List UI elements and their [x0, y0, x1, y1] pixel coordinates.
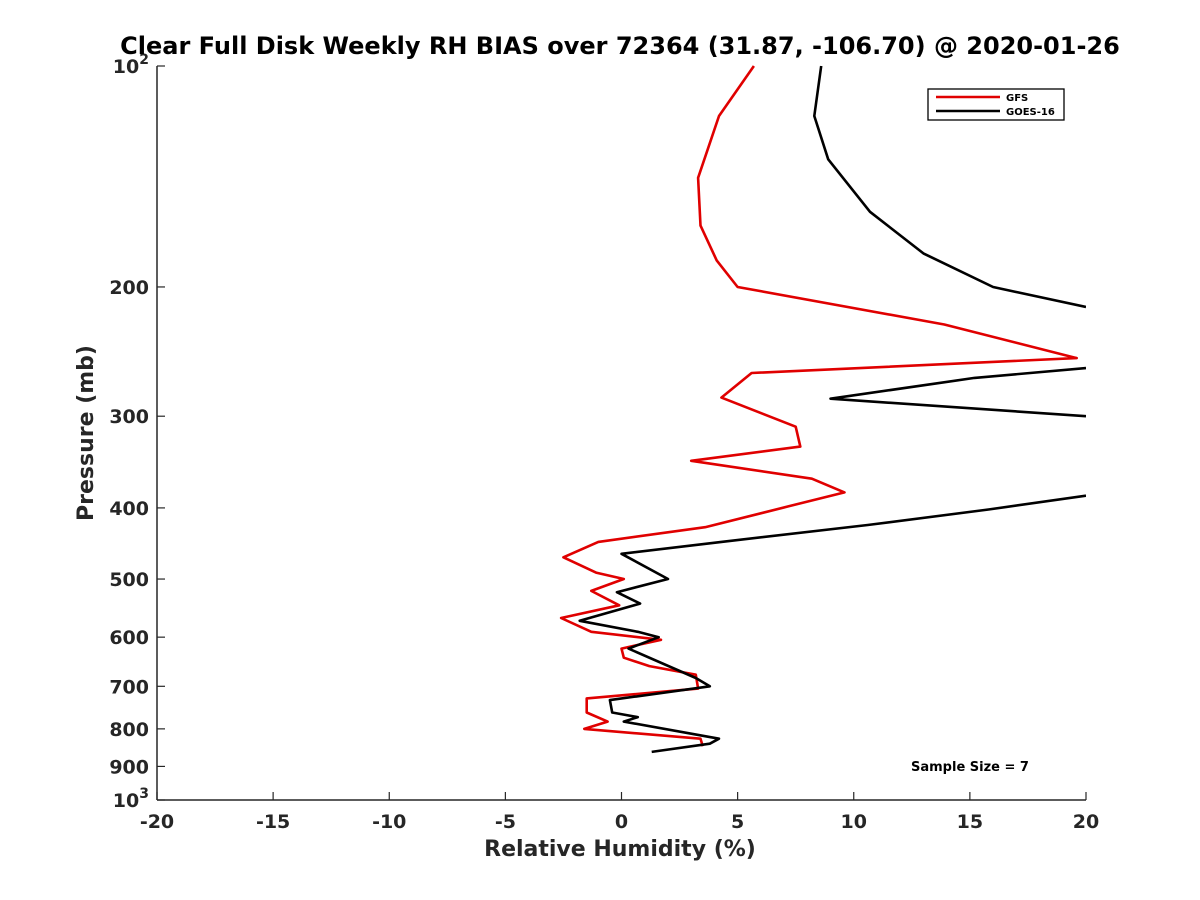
legend-box — [927, 88, 1065, 121]
series-line-goes16 — [578, 65, 1086, 754]
y-axis-label: Pressure (mb) — [74, 345, 99, 521]
y-tick-label: 102 — [113, 52, 149, 78]
legend-label-goes16: GOES-16 — [1006, 107, 1055, 118]
y-tick-label: 500 — [109, 569, 149, 591]
x-tick-label: 5 — [731, 811, 744, 833]
y-tick-label: 103 — [113, 786, 149, 812]
series-layer — [559, 65, 1086, 754]
x-tick-label: -5 — [495, 811, 516, 833]
chart-title: Clear Full Disk Weekly RH BIAS over 7236… — [120, 32, 1120, 60]
y-tick-label: 900 — [109, 756, 149, 778]
x-axis-label: Relative Humidity (%) — [484, 837, 756, 862]
legend-label-gfs: GFS — [1006, 93, 1028, 104]
x-tick-label: -10 — [372, 811, 406, 833]
x-tick-label: 10 — [841, 811, 867, 833]
plot-area — [156, 66, 1086, 801]
y-tick-label: 200 — [109, 277, 149, 299]
x-tick-label: -20 — [140, 811, 174, 833]
x-axis-ticks: -20 -15 -10 -5 0 5 10 15 20 — [140, 792, 1099, 833]
x-tick-label: 15 — [957, 811, 983, 833]
x-tick-label: 20 — [1073, 811, 1099, 833]
y-tick-label: 400 — [109, 498, 149, 520]
x-tick-label: 0 — [615, 811, 628, 833]
legend: GFS GOES-16 — [927, 88, 1065, 121]
y-tick-label: 300 — [109, 406, 149, 428]
y-tick-label: 600 — [109, 627, 149, 649]
sample-size-annotation: Sample Size = 7 — [911, 760, 1029, 775]
y-tick-label: 700 — [109, 676, 149, 698]
y-tick-label: 800 — [109, 719, 149, 741]
x-tick-label: -15 — [256, 811, 290, 833]
y-axis-ticks: 102 200 300 400 500 600 700 800 900 103 — [109, 52, 165, 812]
